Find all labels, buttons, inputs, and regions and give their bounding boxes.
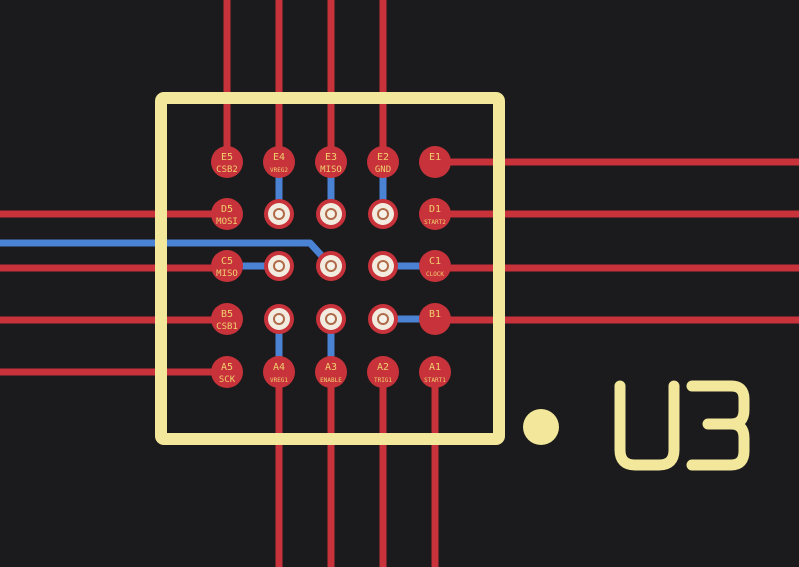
- pad-copper: [263, 146, 295, 178]
- via-drill-center: [275, 262, 283, 270]
- pad-copper: [211, 146, 243, 178]
- pad-id-label: E4: [273, 152, 285, 163]
- via: [316, 304, 346, 334]
- component-outline: [155, 92, 505, 445]
- pad-net-label: CLOCK: [426, 271, 444, 278]
- pad-net-label: ENABLE: [320, 377, 342, 384]
- pad-e5: E5 CSB2: [211, 146, 243, 178]
- ref-glyph-u: [614, 380, 680, 471]
- pad-b1: B1: [419, 303, 451, 335]
- via-drill-center: [275, 210, 283, 218]
- pad-id-label: B1: [429, 309, 441, 320]
- pad-copper: [315, 146, 347, 178]
- pad-copper: [211, 198, 243, 230]
- pin1-marker: [523, 409, 559, 445]
- pad-e1: E1: [419, 146, 451, 178]
- pad-a1: A1 START1: [419, 356, 451, 388]
- pad-id-label: D5: [221, 204, 233, 215]
- pad-d1: D1 START2: [419, 198, 451, 230]
- via: [264, 251, 294, 281]
- pad-copper: [211, 250, 243, 282]
- pad-id-label: C5: [221, 256, 233, 267]
- pad-net-label: CSB1: [216, 322, 238, 332]
- pad-id-label: D1: [429, 204, 441, 215]
- pad-net-label: TRIG1: [374, 377, 392, 384]
- via-group: [264, 199, 398, 334]
- via-drill-center: [379, 315, 387, 323]
- pad-id-label: A4: [273, 362, 285, 373]
- pad-copper: [211, 303, 243, 335]
- pad-a4: A4 VREG1: [263, 356, 295, 388]
- pad-group: E5 CSB2 E4 VREG2 E3 MISO E2 GND E1 D5 MOSI D1 START2…: [211, 146, 451, 388]
- pad-id-label: C1: [429, 256, 441, 267]
- pad-net-label: MISO: [320, 165, 342, 175]
- pad-net-label: GND: [375, 165, 391, 175]
- pad-copper: [367, 146, 399, 178]
- pad-net-label: START2: [424, 219, 446, 226]
- pad-copper: [419, 146, 451, 178]
- pad-net-label: SCK: [219, 375, 236, 385]
- via: [316, 251, 346, 281]
- via-drill-center: [327, 262, 335, 270]
- via: [368, 304, 398, 334]
- pad-net-label: MISO: [216, 269, 238, 279]
- pad-a2: A2 TRIG1: [367, 356, 399, 388]
- pad-c1: C1 CLOCK: [419, 250, 451, 282]
- pad-id-label: E3: [325, 152, 337, 163]
- pad-net-label: VREG1: [270, 377, 288, 384]
- pad-id-label: A1: [429, 362, 441, 373]
- pad-id-label: E2: [377, 152, 389, 163]
- pad-e4: E4 VREG2: [263, 146, 295, 178]
- via: [264, 304, 294, 334]
- pad-copper: [211, 356, 243, 388]
- pad-copper: [419, 250, 451, 282]
- via-drill-center: [379, 262, 387, 270]
- pad-c5: C5 MISO: [211, 250, 243, 282]
- pad-net-label: CSB2: [216, 165, 238, 175]
- via: [264, 199, 294, 229]
- pad-id-label: E1: [429, 152, 441, 163]
- pad-a5: A5 SCK: [211, 356, 243, 388]
- pad-a3: A3 ENABLE: [315, 356, 347, 388]
- pad-id-label: A3: [325, 362, 337, 373]
- pad-b5: B5 CSB1: [211, 303, 243, 335]
- via: [368, 199, 398, 229]
- pad-id-label: A2: [377, 362, 389, 373]
- pad-id-label: B5: [221, 309, 233, 320]
- pad-e3: E3 MISO: [315, 146, 347, 178]
- pad-d5: D5 MOSI: [211, 198, 243, 230]
- pad-id-label: E5: [221, 152, 233, 163]
- pad-copper: [419, 198, 451, 230]
- via-drill-center: [275, 315, 283, 323]
- via-drill-center: [327, 315, 335, 323]
- pad-e2: E2 GND: [367, 146, 399, 178]
- via: [316, 199, 346, 229]
- via-drill-center: [327, 210, 335, 218]
- pad-net-label: MOSI: [216, 217, 238, 227]
- pad-copper: [315, 356, 347, 388]
- via-drill-center: [379, 210, 387, 218]
- ref-glyph-3: [686, 380, 750, 471]
- reference-designator: [614, 380, 750, 471]
- pad-copper: [367, 356, 399, 388]
- pad-net-label: START1: [424, 377, 446, 384]
- pad-copper: [419, 356, 451, 388]
- pad-copper: [263, 356, 295, 388]
- pad-net-label: VREG2: [270, 167, 288, 174]
- via: [368, 251, 398, 281]
- pad-id-label: A5: [221, 362, 233, 373]
- pad-copper: [419, 303, 451, 335]
